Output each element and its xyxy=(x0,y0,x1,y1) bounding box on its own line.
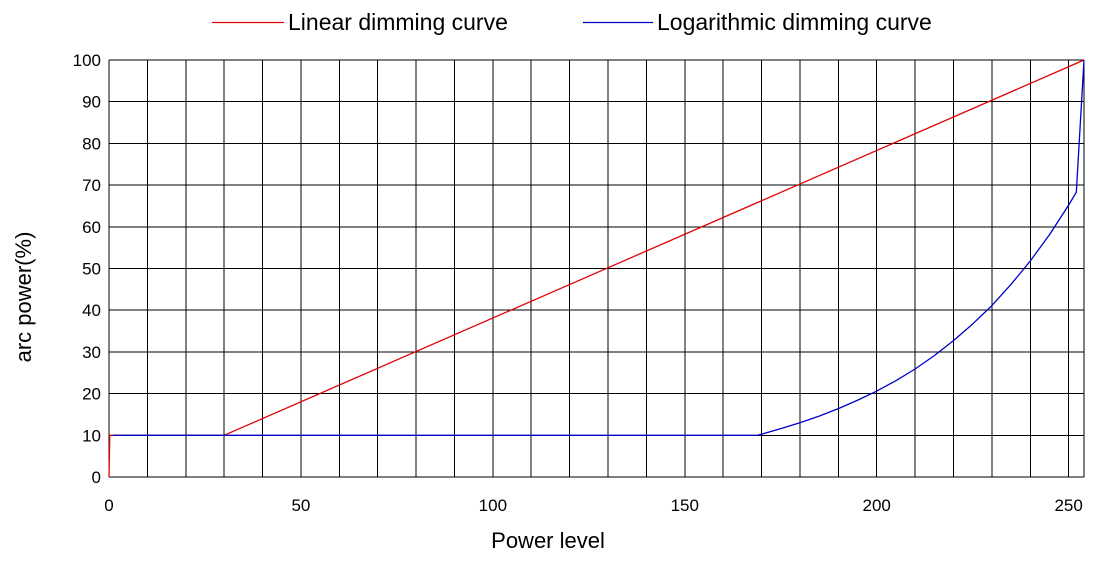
y-tick-label: 10 xyxy=(82,426,101,445)
y-tick-label: 70 xyxy=(82,176,101,195)
y-tick-label: 80 xyxy=(82,134,101,153)
y-tick-label: 30 xyxy=(82,343,101,362)
x-axis-title: Power level xyxy=(491,528,605,553)
grid xyxy=(108,59,1085,478)
x-tick-label: 50 xyxy=(291,496,310,515)
series-layer xyxy=(108,59,1085,478)
legend-label-logarithmic: Logarithmic dimming curve xyxy=(657,9,932,35)
y-tick-label: 90 xyxy=(82,93,101,112)
y-tick-label: 60 xyxy=(82,218,101,237)
y-tick-label: 0 xyxy=(92,468,101,487)
legend: Linear dimming curve Logarithmic dimming … xyxy=(212,9,932,35)
y-tick-label: 100 xyxy=(73,51,101,70)
x-tick-label: 200 xyxy=(863,496,891,515)
legend-label-linear: Linear dimming curve xyxy=(288,9,508,35)
x-tick-label: 100 xyxy=(479,496,507,515)
y-tick-label: 50 xyxy=(82,260,101,279)
y-axis-title: arc power(%) xyxy=(11,232,36,363)
x-tick-label: 150 xyxy=(671,496,699,515)
tick-labels: 0 10 20 30 40 50 60 70 80 90 100 0 50 100 150 200 250 xyxy=(73,51,1083,515)
y-tick-label: 40 xyxy=(82,301,101,320)
series-line-logarithmic xyxy=(112,59,1085,436)
x-tick-label: 250 xyxy=(1054,496,1082,515)
y-tick-label: 20 xyxy=(82,385,101,404)
x-tick-label: 0 xyxy=(104,496,113,515)
